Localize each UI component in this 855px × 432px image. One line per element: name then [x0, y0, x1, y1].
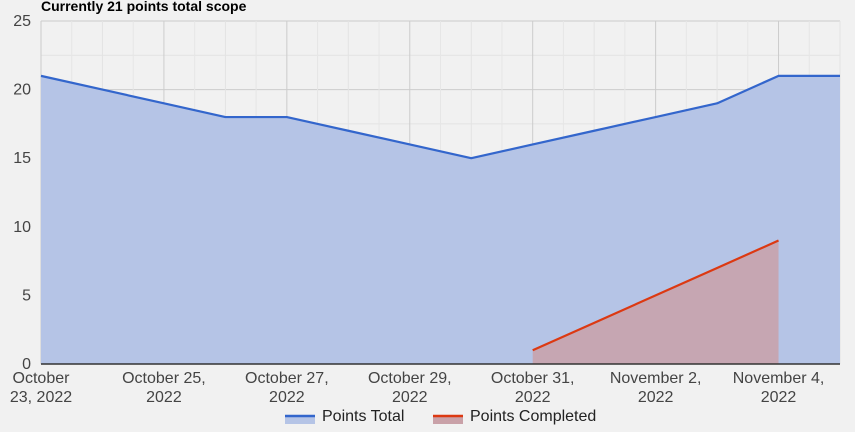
legend-label-points-total: Points Total — [322, 408, 404, 425]
y-tick-label: 25 — [13, 13, 31, 30]
x-tick-label: October 25, 2022 — [122, 370, 206, 406]
legend-swatch-fill-points-completed — [433, 416, 463, 424]
area-layer — [41, 75, 840, 364]
y-tick-label: 20 — [13, 82, 31, 99]
y-tick-label: 10 — [13, 219, 31, 236]
legend-label-points-completed: Points Completed — [470, 408, 596, 425]
x-tick-label: October 27, 2022 — [245, 370, 329, 406]
chart-title: Currently 21 points total scope — [41, 0, 247, 14]
x-tick-label: October 31, 2022 — [491, 370, 575, 406]
series-line-points-total — [40, 74, 840, 160]
legend-swatch-fill-points-total — [285, 416, 315, 424]
x-tick-label: November 2, 2022 — [610, 370, 702, 406]
x-tick-label: October 29, 2022 — [368, 370, 452, 406]
y-axis-ticks: 0 5 10 15 20 25 — [13, 13, 31, 373]
x-axis-ticks: October 23, 2022 October 25, 2022 October 27… — [10, 370, 824, 406]
y-tick-label: 5 — [22, 287, 31, 304]
line-layer — [40, 74, 841, 352]
series-area-points-total — [41, 75, 840, 364]
x-tick-label: October 23, 2022 — [10, 370, 72, 406]
legend: Points Total Points Completed — [285, 408, 596, 425]
series-area-points-completed — [532, 240, 779, 364]
x-tick-label: November 4, 2022 — [733, 370, 825, 406]
y-tick-label: 0 — [22, 356, 31, 373]
y-tick-label: 15 — [13, 150, 31, 167]
